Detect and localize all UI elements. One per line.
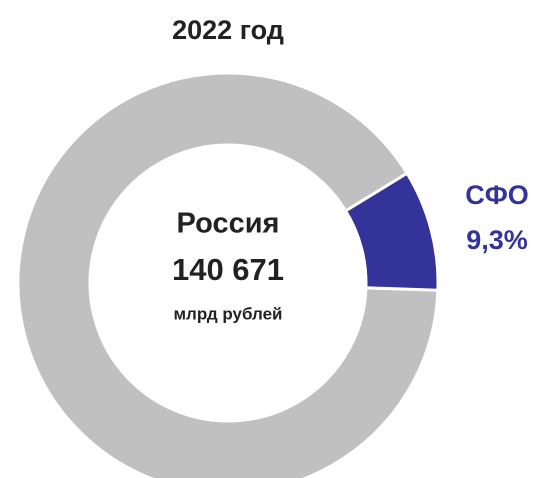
segment-value-label: 9,3% [466, 225, 528, 255]
center-label: Россия [177, 208, 280, 240]
donut-segment [343, 171, 440, 292]
center-unit: млрд рублей [173, 304, 282, 323]
donut-segment [16, 71, 440, 478]
chart-title: 2022 год [172, 15, 284, 45]
center-value: 140 671 [172, 252, 284, 287]
segment-label: СФО [465, 180, 529, 210]
